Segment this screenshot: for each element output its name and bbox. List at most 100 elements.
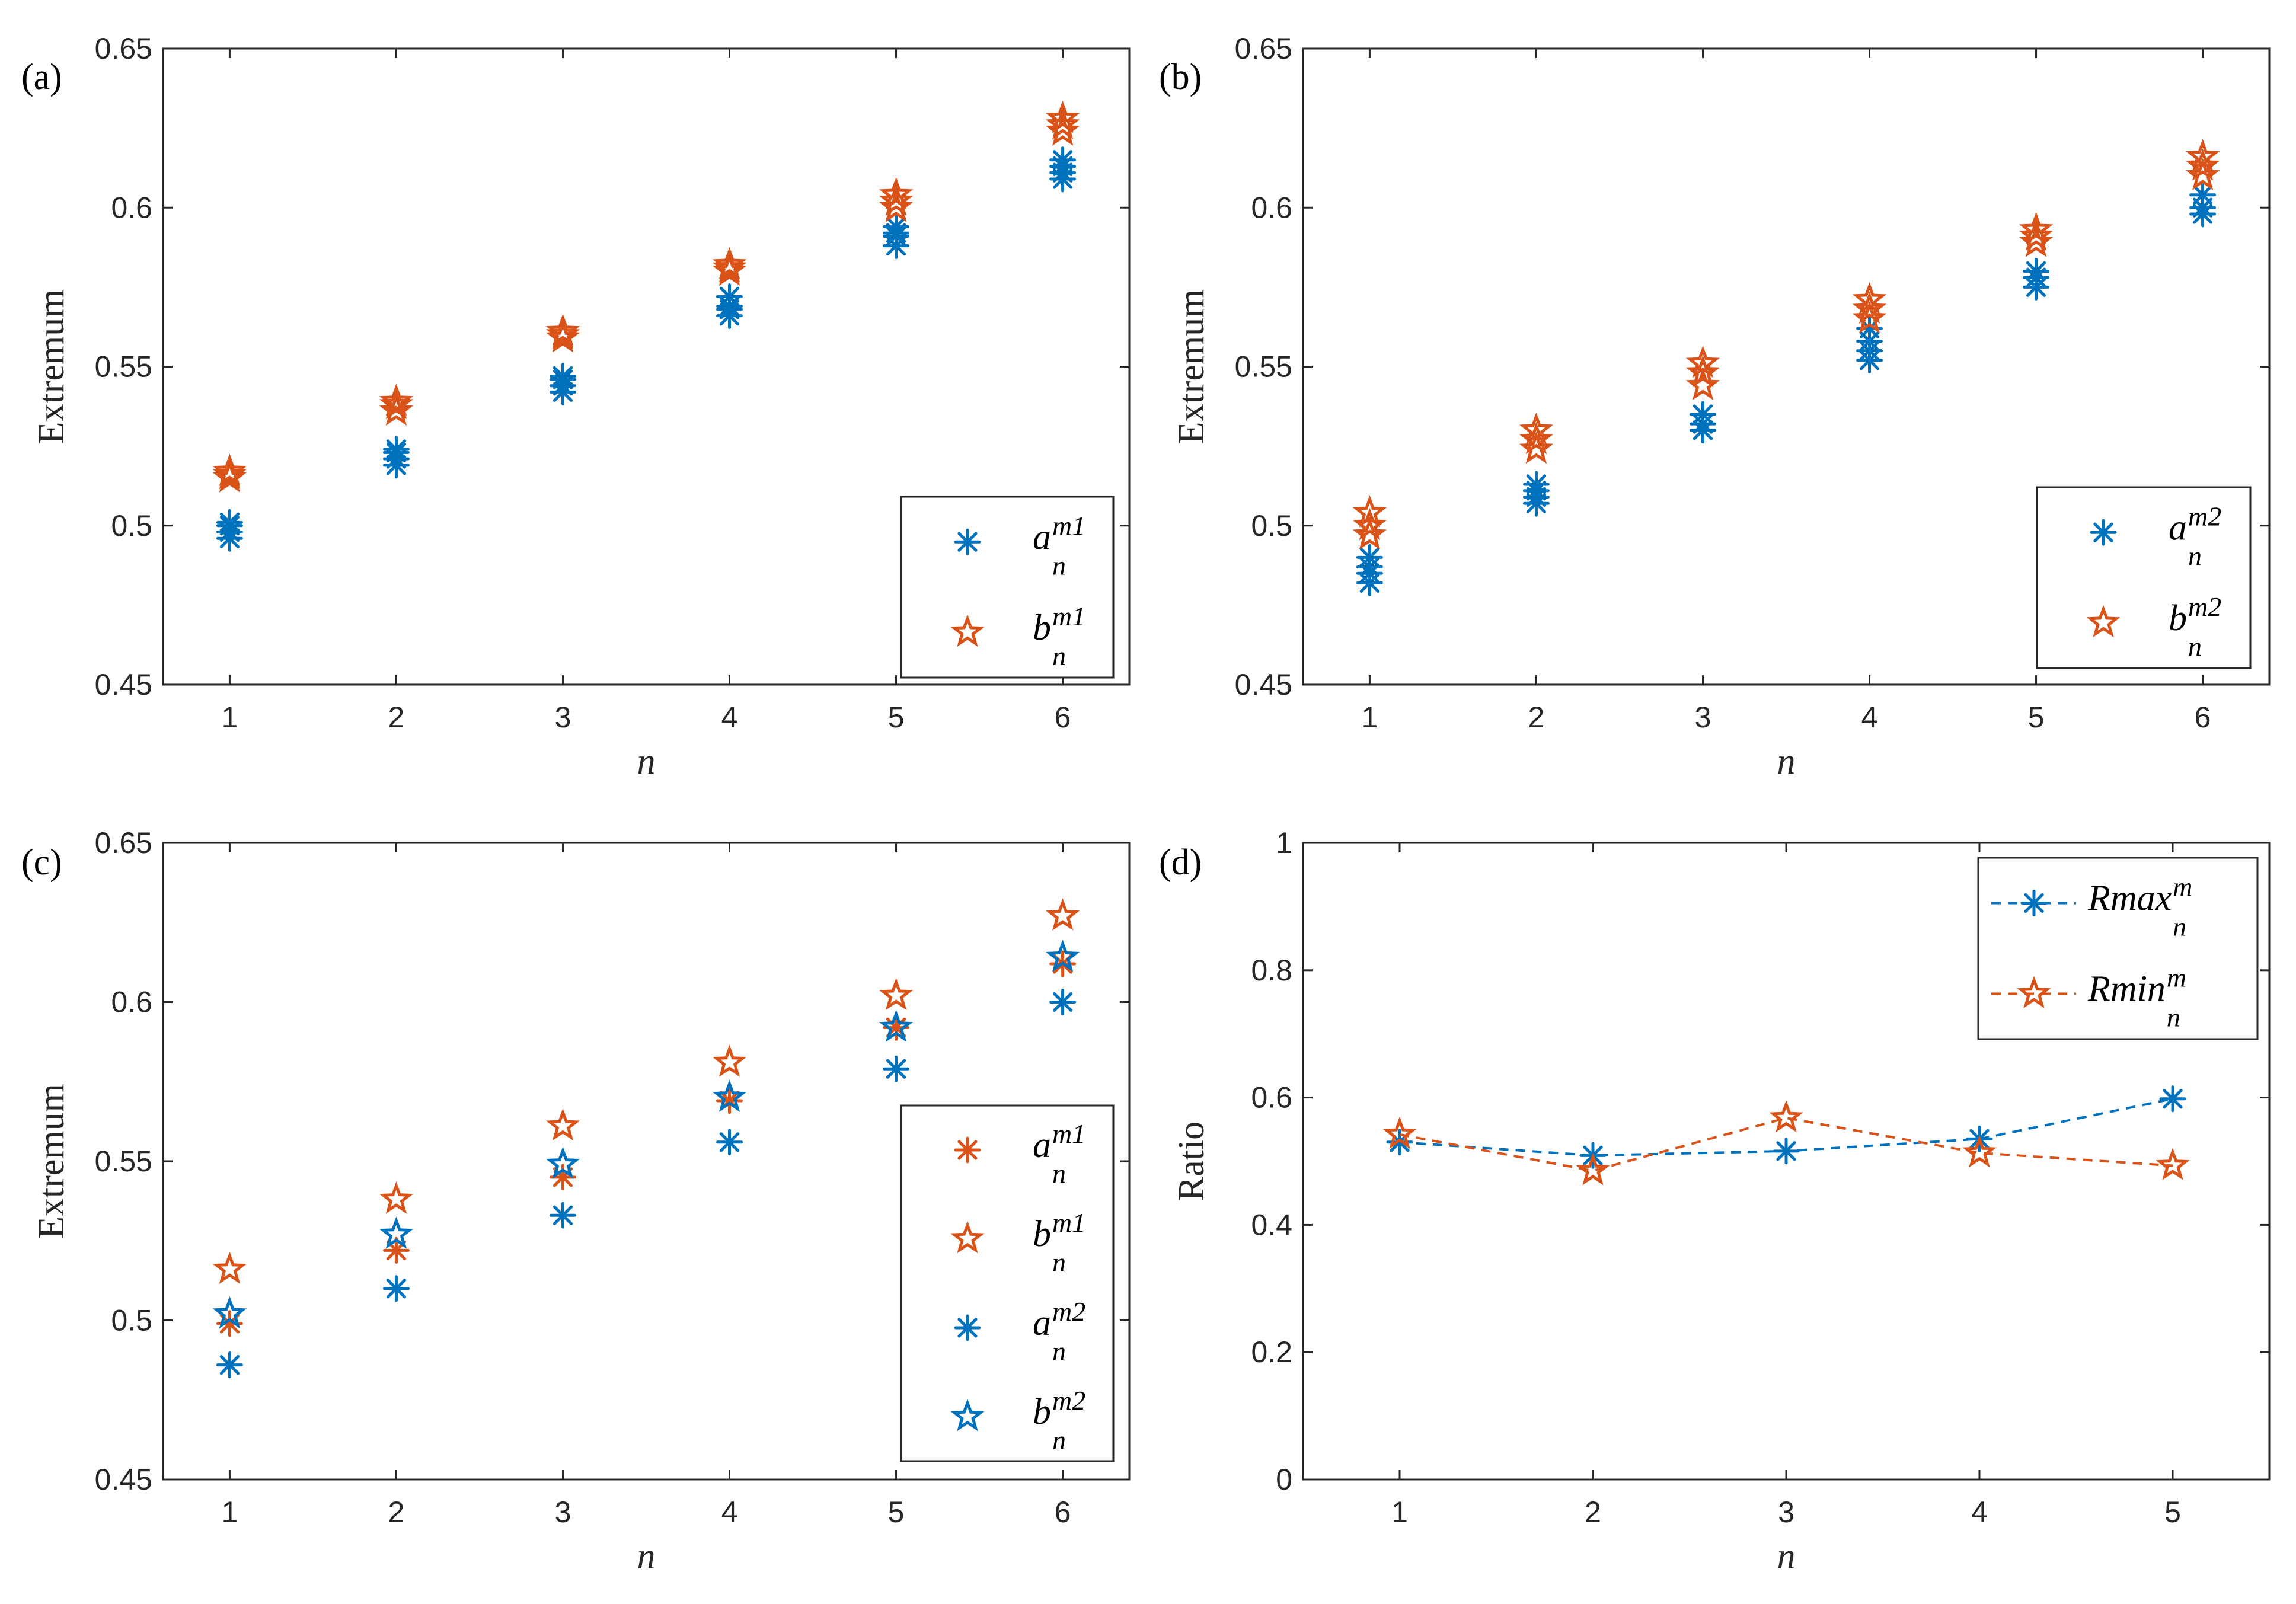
data-point-b-m2 <box>2185 158 2220 190</box>
y-tick-label: 0.6 <box>1251 191 1292 224</box>
legend-superscript: m2 <box>1052 1296 1085 1327</box>
legend-symbol: b <box>1033 1392 1051 1432</box>
data-point-a-m2 <box>2023 258 2050 285</box>
legend-box <box>2036 486 2252 669</box>
x-tick-label: 6 <box>1055 1496 1071 1529</box>
legend-marker <box>2086 605 2121 638</box>
data-point-b-m2 <box>1685 368 1720 401</box>
legend-subscript: n <box>2167 1002 2180 1033</box>
legend-symbol: a <box>1033 1125 1051 1165</box>
panel-label: (c) <box>21 842 62 883</box>
data-point-b-m1 <box>712 1044 747 1077</box>
x-tick-label: 4 <box>1971 1496 1988 1529</box>
legend-item: Rmax mn <box>1991 872 2192 942</box>
data-point-a-m2 <box>1856 315 1883 342</box>
y-axis-label: Extremum <box>31 289 72 445</box>
x-tick-label: 4 <box>721 701 738 734</box>
data-point-b-m2 <box>712 1079 747 1112</box>
data-point-b-m1 <box>212 453 247 486</box>
data-point-b-m1 <box>879 977 914 1011</box>
legend-symbol: Rmin <box>2087 969 2166 1009</box>
data-point-a-m1 <box>216 509 243 536</box>
y-tick-label: 0.5 <box>111 509 152 542</box>
data-point-b-m2 <box>1519 421 1554 455</box>
data-point-b-m1 <box>545 1108 580 1141</box>
legend-box <box>900 496 1115 679</box>
data-point-b-m2 <box>2019 218 2054 251</box>
y-tick-label: 0.6 <box>111 191 152 224</box>
data-point-b-m2 <box>1352 495 1387 528</box>
data-point-b-m2 <box>1352 517 1387 550</box>
y-tick-label: 0.45 <box>95 1463 152 1496</box>
data-point-rmin-m <box>1382 1116 1417 1149</box>
data-point-rmin-m <box>1576 1152 1610 1186</box>
y-tick-label: 0.45 <box>1235 668 1292 701</box>
data-point-b-m1 <box>379 1181 414 1214</box>
data-point-rmax-m <box>1773 1138 1800 1165</box>
data-point-a-m2 <box>716 1129 743 1156</box>
legend-superscript: m1 <box>1052 1207 1085 1238</box>
x-tick-label: 4 <box>1861 701 1878 734</box>
data-point-b-m2 <box>1852 301 1887 334</box>
legend-marker <box>2090 519 2117 546</box>
data-point-b-m2 <box>2185 139 2220 171</box>
data-point-b-m2 <box>1852 291 1887 324</box>
y-tick-label: 0.6 <box>111 986 152 1019</box>
y-tick-label: 0.65 <box>1235 32 1292 65</box>
data-point-a-m1 <box>382 1236 410 1264</box>
y-axis-label: Extremum <box>31 1084 72 1239</box>
panel-label: (a) <box>21 57 62 97</box>
data-point-a-m1 <box>883 213 910 240</box>
y-tick-label: 0.55 <box>1235 350 1292 384</box>
data-point-a-m1 <box>1049 146 1077 174</box>
x-tick-label: 1 <box>1362 701 1378 734</box>
data-point-rmax-m <box>1386 1129 1413 1156</box>
legend-symbol: Rmax <box>2087 878 2172 919</box>
plot-area <box>212 100 1080 552</box>
legend-box <box>1977 857 2259 1040</box>
data-point-b-m1 <box>879 190 914 222</box>
x-axis-label: n <box>637 742 656 782</box>
x-tick-label: 6 <box>2195 701 2211 734</box>
y-tick-label: 0.4 <box>1251 1208 1292 1241</box>
x-tick-label: 1 <box>222 701 238 734</box>
data-point-rmin-m <box>2156 1148 2190 1180</box>
legend-item: a m2 n <box>2090 501 2221 571</box>
data-point-b-m2 <box>212 1296 247 1329</box>
x-axis-label: n <box>637 1536 656 1577</box>
data-point-b-m1 <box>545 314 580 346</box>
data-point-b-m1 <box>1045 107 1080 140</box>
data-point-b-m2 <box>1352 507 1387 541</box>
legend-item: Rmin mn <box>1991 963 2186 1033</box>
legend-item: a m1 n <box>954 1119 1085 1188</box>
data-point-a-m2 <box>1356 544 1383 571</box>
x-tick-label: 1 <box>1391 1496 1408 1529</box>
data-point-a-m1 <box>883 1014 910 1041</box>
y-tick-label: 0 <box>1276 1463 1292 1496</box>
panel-label: (b) <box>1159 57 1202 97</box>
y-tick-label: 0.6 <box>1251 1081 1292 1114</box>
legend-marker <box>950 1220 985 1254</box>
x-tick-label: 1 <box>222 1496 238 1529</box>
y-tick-label: 0.55 <box>95 1145 152 1178</box>
legend-subscript: n <box>1052 1336 1066 1366</box>
data-point-b-m1 <box>1045 898 1080 931</box>
legend-symbol: b <box>2169 598 2187 638</box>
x-tick-label: 4 <box>721 1496 738 1529</box>
data-point-a-m2 <box>2189 181 2217 209</box>
x-tick-label: 6 <box>1055 701 1071 734</box>
data-point-a-m2 <box>216 1351 243 1379</box>
x-tick-label: 5 <box>2028 701 2045 734</box>
data-point-a-m1 <box>716 1087 743 1114</box>
y-tick-label: 0.2 <box>1251 1335 1292 1369</box>
legend-superscript: m2 <box>2188 501 2221 531</box>
legend-superscript: m1 <box>1052 1119 1085 1149</box>
data-point-b-m2 <box>2185 148 2220 181</box>
legend-subscript: n <box>1052 641 1066 671</box>
y-tick-label: 0.5 <box>1251 509 1292 542</box>
legend-item: a m1 n <box>954 510 1085 580</box>
plot-area <box>1382 1085 2190 1186</box>
